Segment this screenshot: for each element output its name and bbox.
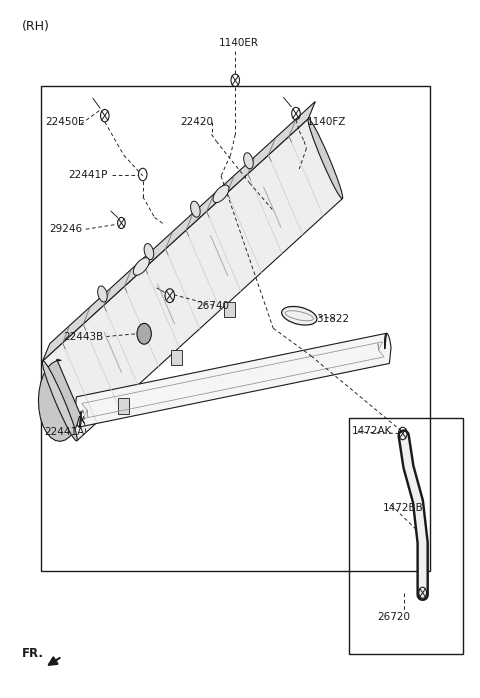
Circle shape <box>137 323 151 344</box>
Ellipse shape <box>244 153 253 169</box>
Bar <box>118 399 129 414</box>
Text: 22420: 22420 <box>180 117 214 127</box>
Bar <box>349 418 463 653</box>
Text: 1140FZ: 1140FZ <box>306 117 346 127</box>
Bar <box>171 350 182 365</box>
Text: 1472AK: 1472AK <box>351 426 392 436</box>
Text: (RH): (RH) <box>22 20 49 33</box>
Text: 22450E: 22450E <box>46 117 85 127</box>
Text: 29246: 29246 <box>49 224 83 235</box>
Bar <box>224 302 235 317</box>
Ellipse shape <box>133 258 149 275</box>
Text: 1472BB: 1472BB <box>383 503 423 513</box>
Text: FR.: FR. <box>22 647 44 660</box>
Polygon shape <box>43 101 315 361</box>
Text: 26740: 26740 <box>196 301 229 311</box>
Text: 22441P: 22441P <box>68 170 108 179</box>
Ellipse shape <box>282 306 317 325</box>
Text: 22443B: 22443B <box>63 332 104 341</box>
Bar <box>41 86 430 570</box>
Ellipse shape <box>97 286 107 302</box>
Ellipse shape <box>191 201 200 217</box>
Text: 26720: 26720 <box>378 612 411 622</box>
Text: 1140ER: 1140ER <box>219 38 259 48</box>
Ellipse shape <box>144 244 154 260</box>
Ellipse shape <box>213 185 229 202</box>
Ellipse shape <box>42 361 77 441</box>
Polygon shape <box>38 359 84 441</box>
Polygon shape <box>43 119 342 440</box>
Text: 31822: 31822 <box>316 314 349 325</box>
Polygon shape <box>75 333 391 427</box>
Ellipse shape <box>308 119 343 199</box>
Text: 22441A: 22441A <box>45 427 85 437</box>
